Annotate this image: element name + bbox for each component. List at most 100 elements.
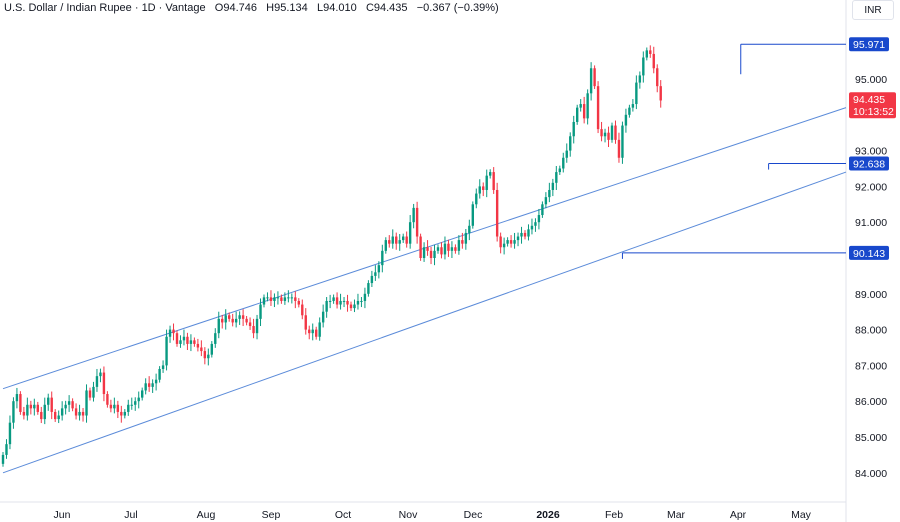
candle-body <box>321 311 325 323</box>
candle-body <box>67 401 71 405</box>
candle-body <box>534 222 537 226</box>
candle-body <box>381 250 384 266</box>
candle-body <box>388 240 391 244</box>
candle-body <box>203 351 207 359</box>
candle-body <box>635 82 638 105</box>
candle-body <box>433 250 436 258</box>
candle-body <box>468 225 471 233</box>
change-value: −0.367 (−0.39%) <box>416 2 499 14</box>
candle-body <box>144 383 147 391</box>
candle-body <box>600 129 603 137</box>
candle-body <box>492 172 495 190</box>
x-tick-label: Mar <box>667 509 686 521</box>
candle-body <box>478 186 481 194</box>
candle-body <box>419 236 422 258</box>
candle-body <box>33 404 36 409</box>
price-marker-label: 92.638 <box>853 159 885 171</box>
candle-body <box>495 189 499 237</box>
candle-body <box>426 247 429 251</box>
candle-body <box>40 411 43 420</box>
open-label: O <box>214 2 224 14</box>
candle-body <box>509 240 513 244</box>
candle-body <box>395 236 398 244</box>
candle-body <box>50 397 53 412</box>
candle-body <box>248 322 252 327</box>
candle-body <box>60 408 64 416</box>
candle-body <box>471 204 474 226</box>
candle-body <box>450 247 454 251</box>
candle-body <box>610 125 614 140</box>
candle-body <box>123 411 126 416</box>
candle-body <box>440 247 443 255</box>
candle-body <box>589 68 593 94</box>
candle-body <box>645 50 648 58</box>
candle-body <box>106 394 109 405</box>
price-marker-label: 95.971 <box>853 39 885 51</box>
candle-body <box>638 75 642 83</box>
last-price-tag <box>849 92 896 119</box>
candle-body <box>649 50 652 54</box>
candle-body <box>262 297 266 305</box>
candle-body <box>273 297 276 301</box>
candle-body <box>161 365 165 369</box>
candle-body <box>141 390 144 398</box>
candle-body <box>555 172 558 183</box>
currency-button[interactable]: INR <box>852 0 894 20</box>
candle-body <box>54 411 57 420</box>
candle-body <box>422 247 426 258</box>
candle-body <box>283 297 287 301</box>
y-tick-label: 93.000 <box>855 146 887 158</box>
candle-body <box>71 401 74 409</box>
candle-body <box>617 139 621 158</box>
x-tick-label: Dec <box>464 509 483 521</box>
candle-body <box>26 404 29 416</box>
candle-body <box>165 336 168 366</box>
candle-body <box>231 318 234 323</box>
candle-body <box>1 454 5 464</box>
candle-body <box>78 411 81 416</box>
x-tick-label: Feb <box>605 509 623 521</box>
candle-body <box>228 315 231 319</box>
candle-body <box>656 68 659 87</box>
candle-body <box>429 250 433 258</box>
candle-body <box>43 404 46 420</box>
candle-body <box>318 322 321 337</box>
candles-group <box>1 45 662 467</box>
x-tick-label: Nov <box>399 509 418 521</box>
close-label: C <box>365 2 374 14</box>
candle-body <box>603 132 607 137</box>
candle-body <box>252 326 255 334</box>
candle-body <box>499 236 502 248</box>
candle-body <box>304 315 307 330</box>
candle-body <box>276 297 280 299</box>
candle-body <box>332 297 335 301</box>
x-tick-label: Aug <box>197 509 216 521</box>
candle-body <box>241 315 245 319</box>
y-tick-label: 87.000 <box>855 360 887 372</box>
candle-body <box>113 404 116 409</box>
candle-body <box>137 397 140 402</box>
y-tick-label: 85.000 <box>855 432 887 444</box>
x-tick-label: Oct <box>335 509 351 521</box>
candle-body <box>642 57 645 76</box>
candle-body <box>266 297 269 299</box>
candle-body <box>360 300 363 302</box>
candle-body <box>134 401 137 405</box>
y-tick-label: 88.000 <box>855 325 887 337</box>
candle-body <box>576 107 579 122</box>
y-tick-label: 91.000 <box>855 217 887 229</box>
candle-body <box>614 125 617 140</box>
candle-body <box>659 86 662 101</box>
candle-body <box>349 304 353 309</box>
candle-body <box>287 297 290 299</box>
candle-body <box>172 329 175 334</box>
candle-body <box>513 240 516 244</box>
candle-body <box>607 132 610 140</box>
close-value: 94.435 <box>373 2 408 14</box>
candle-body <box>29 404 33 409</box>
x-tick-label: Jul <box>124 509 137 521</box>
candle-body <box>408 222 412 244</box>
candle-body <box>175 333 179 344</box>
candle-body <box>398 240 401 244</box>
